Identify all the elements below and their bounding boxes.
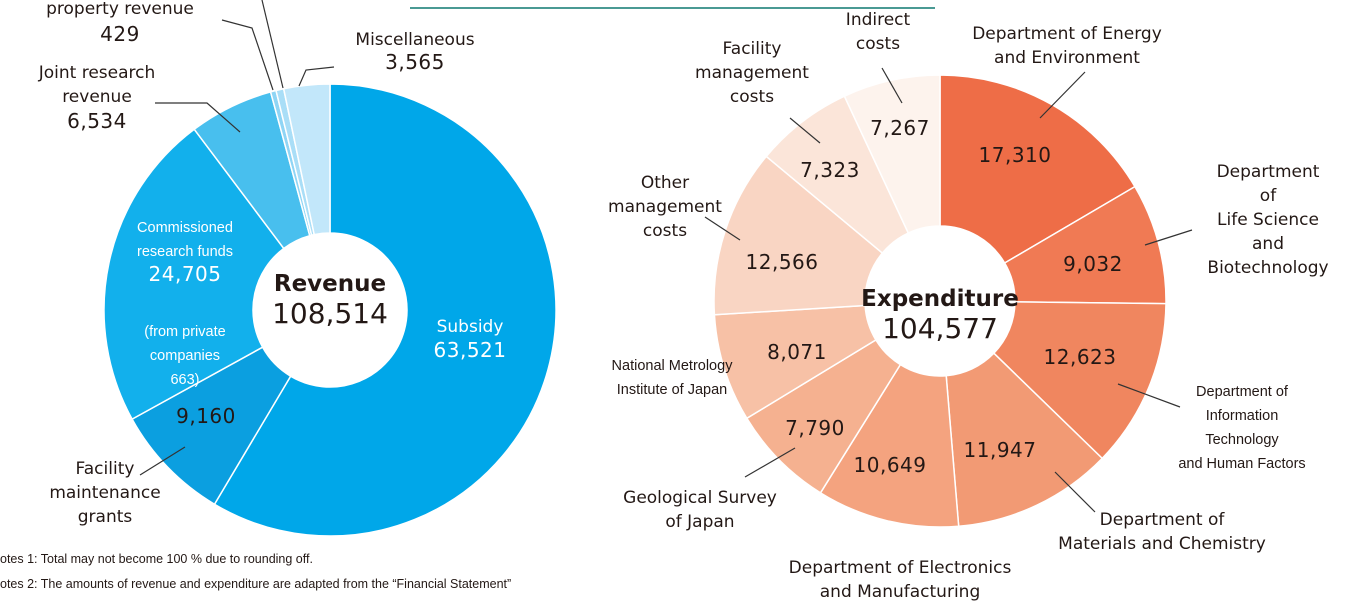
value-label: 3,565 [385, 50, 445, 74]
note: otes 1: Total may not become 100 % due t… [0, 552, 313, 566]
pie-slice [713, 155, 884, 316]
slice-label: Indirect costs [845, 10, 911, 54]
slice-label: Department of Information Technology and… [1178, 384, 1306, 472]
leader-line [1144, 229, 1193, 246]
leader-line [1117, 383, 1181, 408]
pie-slice [103, 128, 285, 421]
value-label: 7,323 [800, 158, 860, 182]
center-total: 108,514 [272, 297, 388, 330]
slice-label: Geological Survey of Japan [623, 488, 777, 532]
value-label: 24,705 [148, 262, 222, 286]
leader-line [261, 0, 284, 89]
leader-line [139, 446, 186, 476]
slice-label: National Metrology Institute of Japan [611, 358, 733, 398]
value-label: 7,790 [785, 416, 845, 440]
slice-label: Miscellaneous [355, 30, 475, 50]
slice-label: Subsidy [436, 317, 504, 337]
value-label: 8,071 [767, 340, 827, 364]
value-label: 429 [100, 22, 140, 46]
value-label: 12,623 [1043, 345, 1117, 369]
pie-slice [282, 83, 331, 236]
pie-slice [992, 301, 1167, 460]
slice-label: Facility maintenance grants [49, 459, 161, 527]
slice-label: Commissioned research funds [137, 220, 233, 260]
value-label: 11,947 [963, 438, 1037, 462]
leader-line [1054, 471, 1096, 513]
leader-line [704, 216, 741, 241]
value-label: 10,649 [853, 453, 927, 477]
value-label: 12,566 [745, 250, 819, 274]
leader-line [155, 102, 241, 133]
leader-line [298, 66, 335, 87]
leader-line [881, 67, 903, 104]
slice-label: Other management costs [608, 173, 722, 241]
value-label: 9,032 [1063, 252, 1123, 276]
pie-slice [819, 363, 960, 528]
pie-slice [939, 74, 1136, 265]
value-label: 7,267 [870, 116, 930, 140]
slice-label: Department of Materials and Chemistry [1058, 510, 1266, 554]
center-label: Revenue [273, 271, 387, 297]
pie-slice [843, 74, 941, 235]
slice-label: Department of Life Science and Biotechno… [1207, 162, 1329, 278]
pie-slice [213, 83, 557, 537]
leader-line [221, 19, 274, 91]
slice-label: property revenue [46, 0, 194, 19]
leader-line [789, 117, 821, 144]
value-label: 63,521 [433, 338, 507, 362]
value-label: 6,534 [67, 109, 127, 133]
leader-line [1039, 71, 1086, 119]
value-label: 17,310 [978, 143, 1052, 167]
slice-label: Department of Energy and Environment [972, 24, 1162, 68]
leader-line [744, 447, 796, 478]
center-label: Expenditure [861, 286, 1019, 312]
slice-label: Facility management costs [695, 39, 809, 107]
slice-label: Department of Electronics and Manufactur… [788, 558, 1012, 601]
annotation: (from private companies 663) [144, 324, 226, 388]
center-total: 104,577 [882, 312, 998, 345]
note: otes 2: The amounts of revenue and expen… [0, 577, 512, 591]
slice-label: Joint research revenue [38, 63, 156, 107]
value-label: 9,160 [176, 404, 236, 428]
